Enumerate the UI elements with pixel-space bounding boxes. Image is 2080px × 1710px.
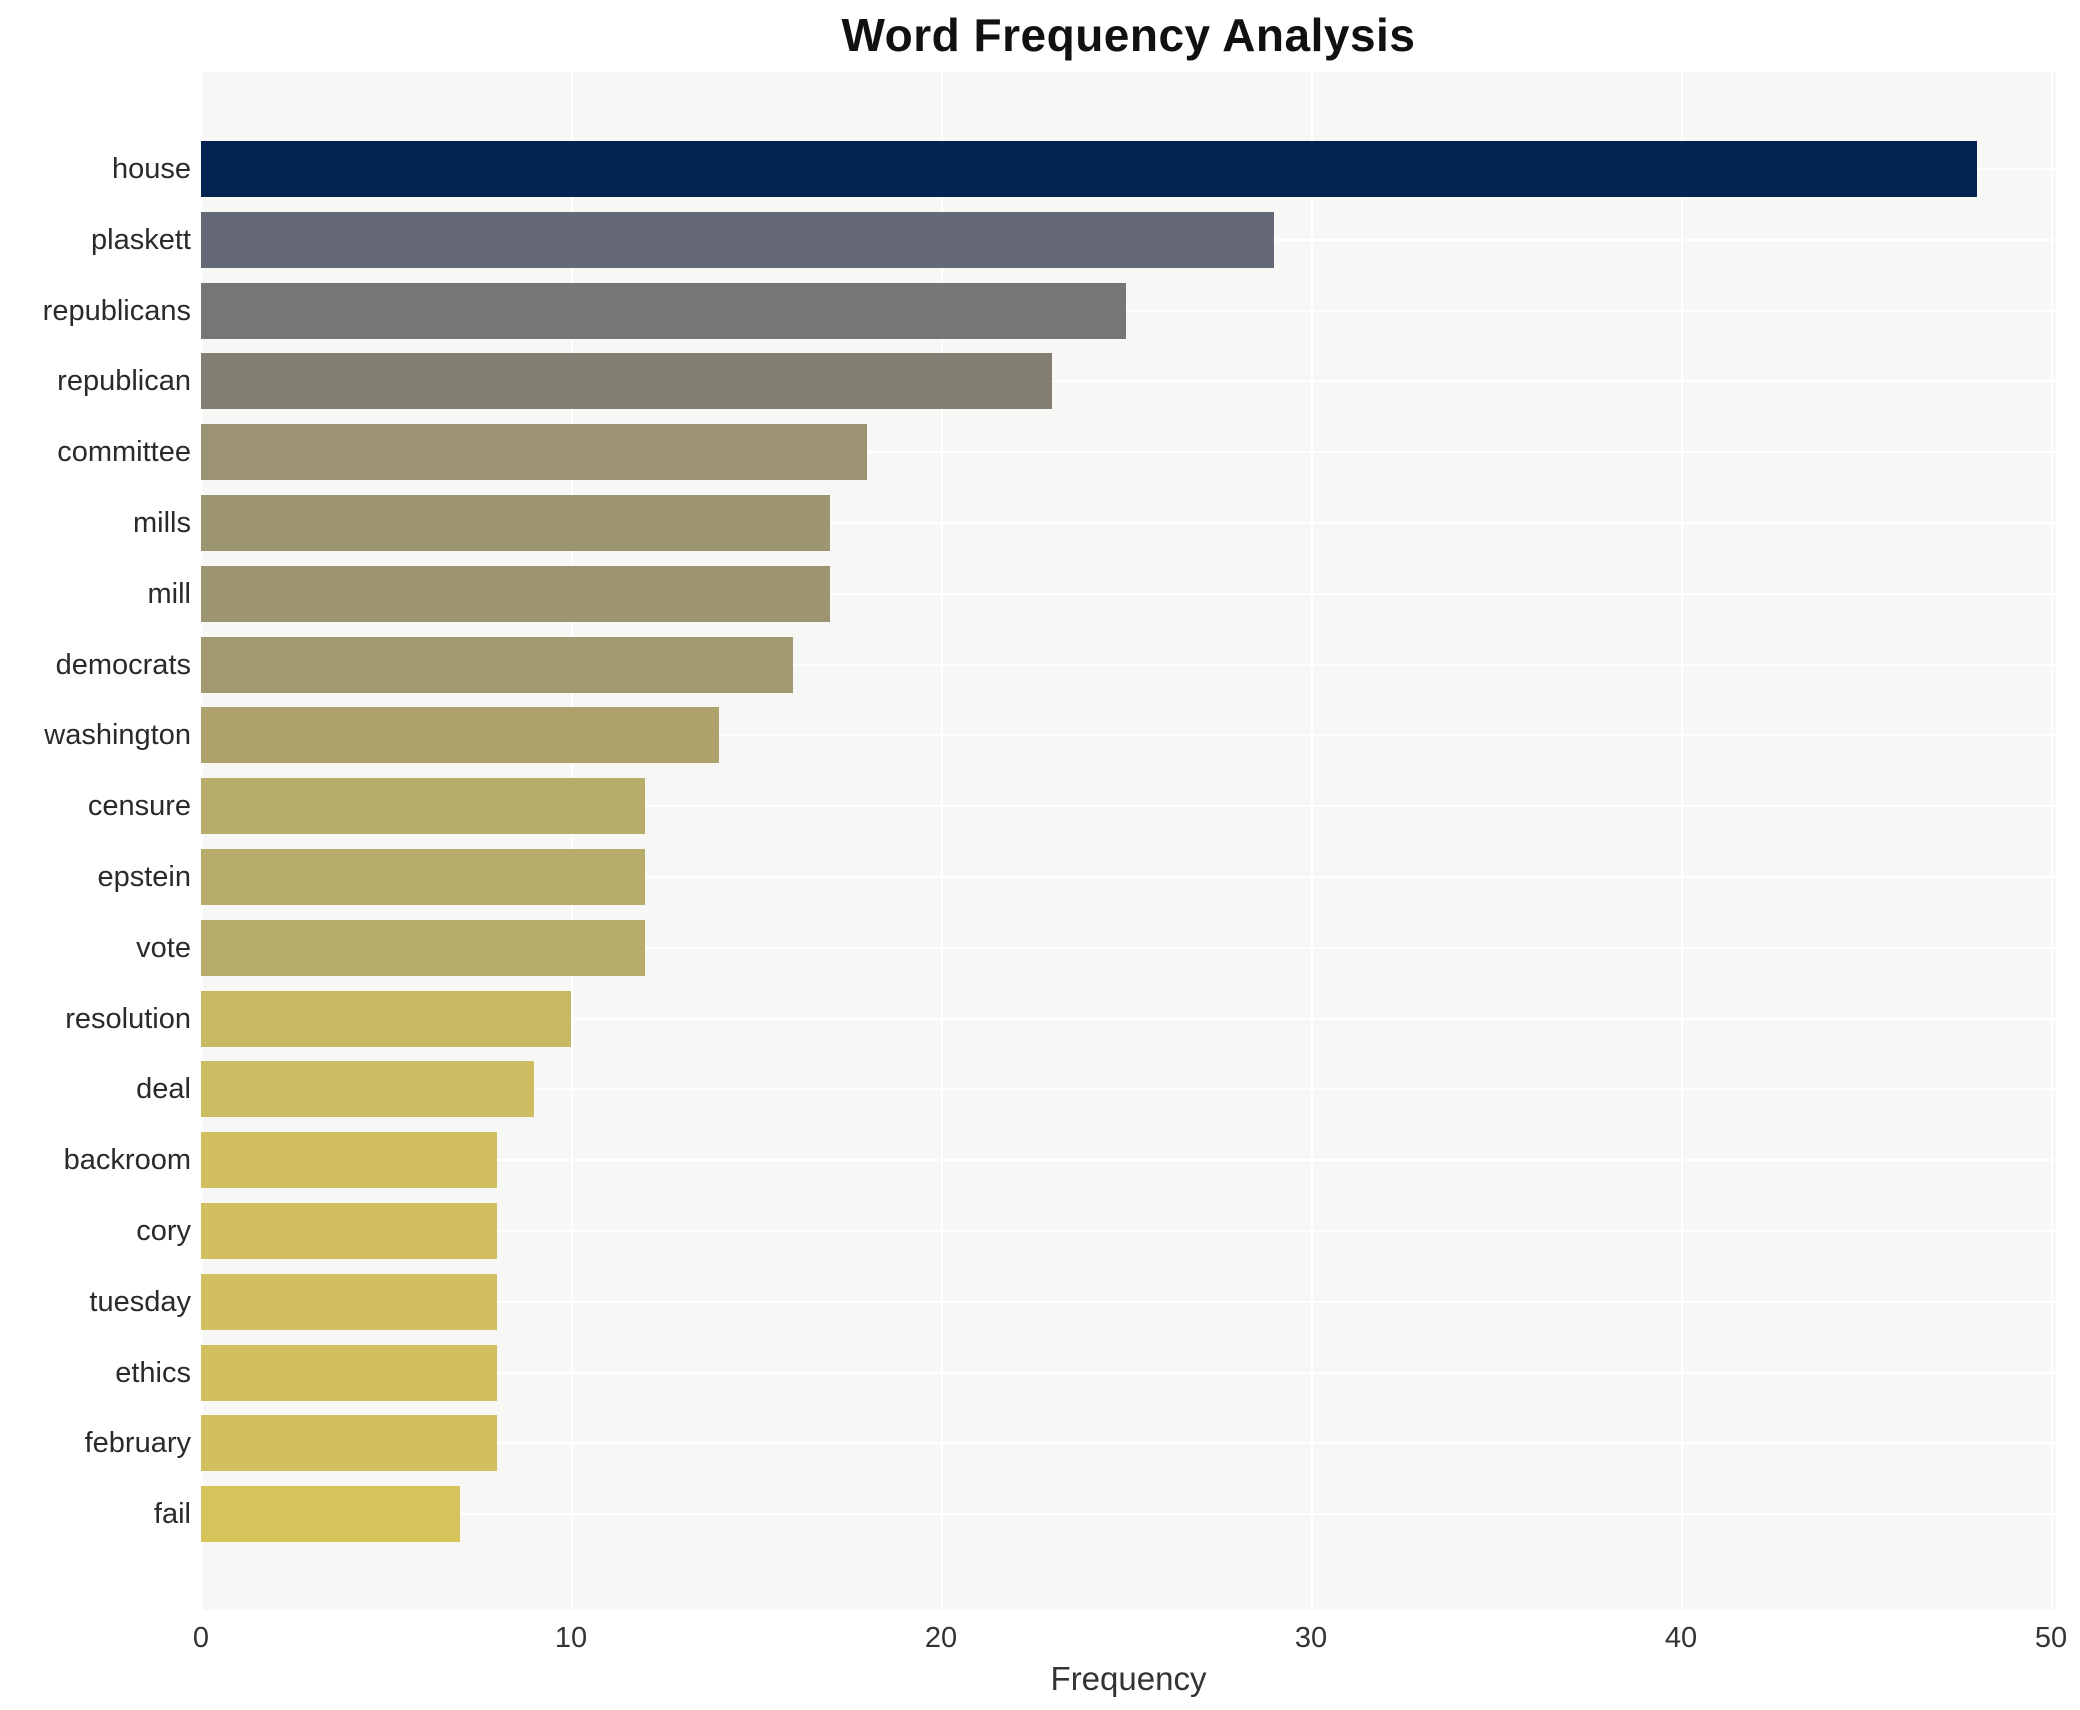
category-label-republican: republican <box>57 365 191 398</box>
category-label-washington: washington <box>44 719 191 752</box>
category-label-censure: censure <box>87 790 191 823</box>
bar-february <box>201 1415 497 1472</box>
horizontal-gridline <box>201 1371 2056 1374</box>
category-label-cory: cory <box>136 1215 191 1247</box>
bar-plaskett <box>201 211 1274 268</box>
category-label-february: february <box>84 1427 191 1460</box>
horizontal-gridline <box>201 1088 2056 1091</box>
x-tick-label: 40 <box>1664 1622 1698 1654</box>
x-tick-label: 30 <box>1294 1622 1328 1654</box>
category-label-backroom: backroom <box>63 1144 191 1177</box>
horizontal-gridline <box>201 1230 2056 1232</box>
bar-house <box>201 141 1977 197</box>
bar-cory <box>201 1203 497 1259</box>
horizontal-gridline <box>201 309 2056 312</box>
horizontal-gridline <box>201 805 2056 808</box>
horizontal-gridline <box>201 663 2056 666</box>
x-tick-label: 20 <box>924 1622 958 1654</box>
bar-democrats <box>201 636 793 693</box>
bar-mills <box>201 495 830 551</box>
x-tick-label: 0 <box>192 1622 210 1654</box>
bar-committee <box>201 424 867 481</box>
category-label-democrats: democrats <box>55 648 191 681</box>
bar-ethics <box>201 1344 497 1401</box>
vertical-gridline <box>571 72 573 1610</box>
bar-fail <box>201 1486 460 1543</box>
bar-deal <box>201 1061 534 1118</box>
category-label-ethics: ethics <box>115 1356 191 1389</box>
horizontal-gridline <box>201 380 2056 383</box>
bar-republican <box>201 353 1052 410</box>
horizontal-gridline <box>201 592 2056 595</box>
bar-vote <box>201 919 645 976</box>
category-label-resolution: resolution <box>65 1002 191 1035</box>
horizontal-gridline <box>201 522 2056 524</box>
category-label-plaskett: plaskett <box>91 223 191 256</box>
category-label-republicans: republicans <box>42 294 191 327</box>
category-label-fail: fail <box>153 1498 191 1531</box>
bar-resolution <box>201 990 571 1047</box>
bar-epstein <box>201 849 645 905</box>
category-label-committee: committee <box>57 436 191 469</box>
horizontal-gridline <box>201 734 2056 737</box>
chart-title: Word Frequency Analysis <box>841 9 1416 61</box>
horizontal-gridline <box>201 946 2056 949</box>
plot-area <box>201 72 2056 1610</box>
horizontal-gridline <box>201 451 2056 454</box>
x-tick-label: 10 <box>554 1622 588 1654</box>
horizontal-gridline <box>201 1300 2056 1303</box>
category-label-house: house <box>111 153 191 185</box>
bar-washington <box>201 707 719 764</box>
bar-mill <box>201 565 830 622</box>
horizontal-gridline <box>201 1513 2056 1516</box>
category-label-tuesday: tuesday <box>89 1285 191 1318</box>
vertical-gridline <box>201 72 203 1610</box>
vertical-gridline <box>1311 72 1313 1610</box>
horizontal-gridline <box>201 1442 2056 1445</box>
category-label-vote: vote <box>136 931 191 964</box>
horizontal-gridline <box>201 876 2056 878</box>
x-tick-label: 50 <box>2034 1622 2068 1654</box>
vertical-gridline <box>2051 72 2053 1610</box>
bar-republicans <box>201 282 1126 339</box>
category-label-deal: deal <box>136 1073 191 1106</box>
category-label-mill: mill <box>147 577 192 610</box>
vertical-gridline <box>941 72 943 1610</box>
vertical-gridline <box>1681 72 1683 1610</box>
category-label-epstein: epstein <box>97 861 191 893</box>
category-label-mills: mills <box>133 507 191 539</box>
bar-tuesday <box>201 1273 497 1330</box>
bar-backroom <box>201 1132 497 1189</box>
horizontal-gridline <box>201 1159 2056 1162</box>
x-axis-title: Frequency <box>1050 1660 1207 1697</box>
horizontal-gridline <box>201 1017 2056 1020</box>
bar-censure <box>201 778 645 835</box>
